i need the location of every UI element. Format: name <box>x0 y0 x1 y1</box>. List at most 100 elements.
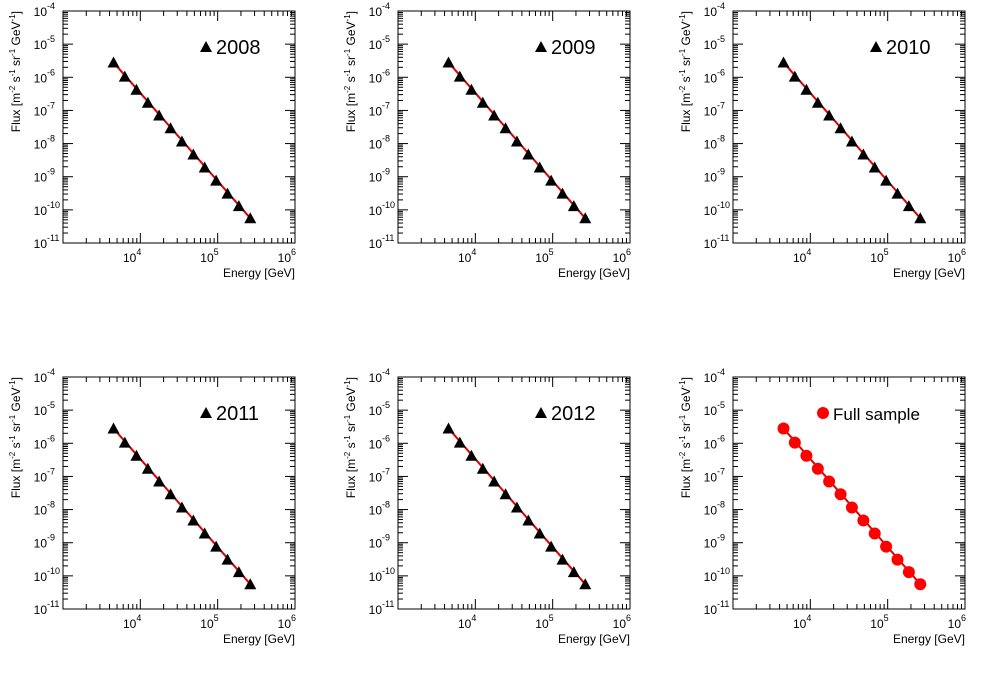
data-point <box>130 83 143 95</box>
y-axis-title-part: s <box>9 76 23 85</box>
data-point <box>244 212 257 224</box>
y-tick-label-exponent: -11 <box>47 233 59 243</box>
y-axis-title-part: Flux [m <box>679 93 693 132</box>
y-tick-label-exponent: -9 <box>382 533 390 543</box>
x-tick-label: 10 <box>200 251 214 265</box>
data-point <box>845 135 858 147</box>
y-tick-label-exponent: -11 <box>382 599 394 609</box>
y-tick-label: 10 <box>34 38 48 52</box>
y-axis-title-part: GeV <box>344 21 358 48</box>
y-tick-label: 10 <box>704 570 718 584</box>
legend-label: Full sample <box>833 405 920 424</box>
y-axis-title-exponent: -1 <box>343 435 352 443</box>
y-tick-label: 10 <box>34 603 48 617</box>
y-axis-title-exponent: -2 <box>343 85 352 93</box>
data-point <box>198 161 211 173</box>
x-axis-title: Energy [GeV] <box>558 266 630 280</box>
x-tick-label-exponent: 4 <box>136 247 141 257</box>
y-tick-label-exponent: -8 <box>47 134 55 144</box>
data-point <box>522 514 535 526</box>
y-axis-title-part: ] <box>9 11 23 14</box>
y-tick-label-exponent: -6 <box>47 67 55 77</box>
x-tick-label-exponent: 5 <box>884 247 889 257</box>
data-point <box>567 200 580 212</box>
x-tick-label: 10 <box>278 617 292 631</box>
y-tick-label-exponent: -9 <box>717 167 725 177</box>
y-tick-label-exponent: -10 <box>47 566 60 576</box>
y-axis-title: Flux [m-2 s-1 sr-1 GeV-1] <box>343 11 358 132</box>
y-axis-title-part: s <box>344 442 358 451</box>
y-axis-title-exponent: -1 <box>343 69 352 77</box>
y-tick-label-exponent: -5 <box>47 34 55 44</box>
y-axis-title-exponent: -1 <box>678 380 687 388</box>
y-axis-title-part: sr <box>9 422 23 435</box>
y-axis-title-part: ] <box>344 377 358 380</box>
data-point <box>442 422 455 434</box>
y-tick-label: 10 <box>704 204 718 218</box>
y-axis-title-exponent: -1 <box>343 48 352 56</box>
y-tick-label: 10 <box>704 537 718 551</box>
data-point <box>232 566 245 578</box>
y-axis-title-exponent: -1 <box>8 435 17 443</box>
y-tick-label: 10 <box>369 104 383 118</box>
y-tick-label: 10 <box>704 470 718 484</box>
x-tick-label-exponent: 6 <box>291 247 296 257</box>
data-point <box>823 109 836 121</box>
y-tick-label-exponent: -8 <box>382 134 390 144</box>
x-tick-label-exponent: 6 <box>961 613 966 623</box>
data-point <box>533 527 546 539</box>
y-axis-title-part: GeV <box>679 21 693 48</box>
data-point <box>476 96 489 108</box>
data-point <box>545 540 558 552</box>
y-tick-label-exponent: -8 <box>717 500 725 510</box>
y-axis-title-exponent: -1 <box>8 69 17 77</box>
y-axis-title: Flux [m-2 s-1 sr-1 GeV-1] <box>8 377 23 498</box>
plot-frame <box>62 10 296 244</box>
data-point <box>902 200 915 212</box>
y-axis-title-exponent: -2 <box>343 451 352 459</box>
y-tick-label-exponent: -7 <box>47 100 55 110</box>
data-point <box>221 187 234 199</box>
y-tick-label: 10 <box>369 204 383 218</box>
y-tick-label: 10 <box>34 437 48 451</box>
data-point <box>834 488 847 501</box>
y-axis-title-part: GeV <box>9 387 23 414</box>
data-point <box>465 449 478 461</box>
y-tick-label: 10 <box>34 204 48 218</box>
y-tick-label: 10 <box>34 537 48 551</box>
y-axis-title-part: s <box>679 76 693 85</box>
y-tick-label: 10 <box>704 371 718 385</box>
y-tick-label: 10 <box>704 104 718 118</box>
y-axis-title-part: Flux [m <box>9 93 23 132</box>
x-tick-label: 10 <box>123 617 137 631</box>
y-axis-title-part: Flux [m <box>344 93 358 132</box>
y-tick-label: 10 <box>704 71 718 85</box>
data-point <box>880 174 893 186</box>
x-tick-label: 10 <box>278 251 292 265</box>
y-tick-label-exponent: -8 <box>382 500 390 510</box>
y-axis-title-part: ] <box>679 377 693 380</box>
legend-marker <box>200 41 212 52</box>
x-tick-label-exponent: 4 <box>471 613 476 623</box>
x-tick-label-exponent: 5 <box>549 247 554 257</box>
plot-frame <box>397 376 631 610</box>
data-point <box>153 109 166 121</box>
x-tick-label: 10 <box>870 251 884 265</box>
data-point <box>868 527 881 540</box>
y-tick-label: 10 <box>34 5 48 19</box>
y-axis-title-part: sr <box>9 56 23 69</box>
x-tick-label: 10 <box>613 617 627 631</box>
legend-marker <box>200 407 212 418</box>
data-point <box>187 148 200 160</box>
y-axis-title-part: GeV <box>679 387 693 414</box>
x-tick-label: 10 <box>793 251 807 265</box>
y-tick-label-exponent: -5 <box>382 34 390 44</box>
y-axis-title-part: Flux [m <box>679 459 693 498</box>
legend-label: 2009 <box>551 37 596 59</box>
y-tick-label: 10 <box>704 237 718 251</box>
y-axis-title-part: Flux [m <box>344 459 358 498</box>
data-point <box>800 449 813 462</box>
